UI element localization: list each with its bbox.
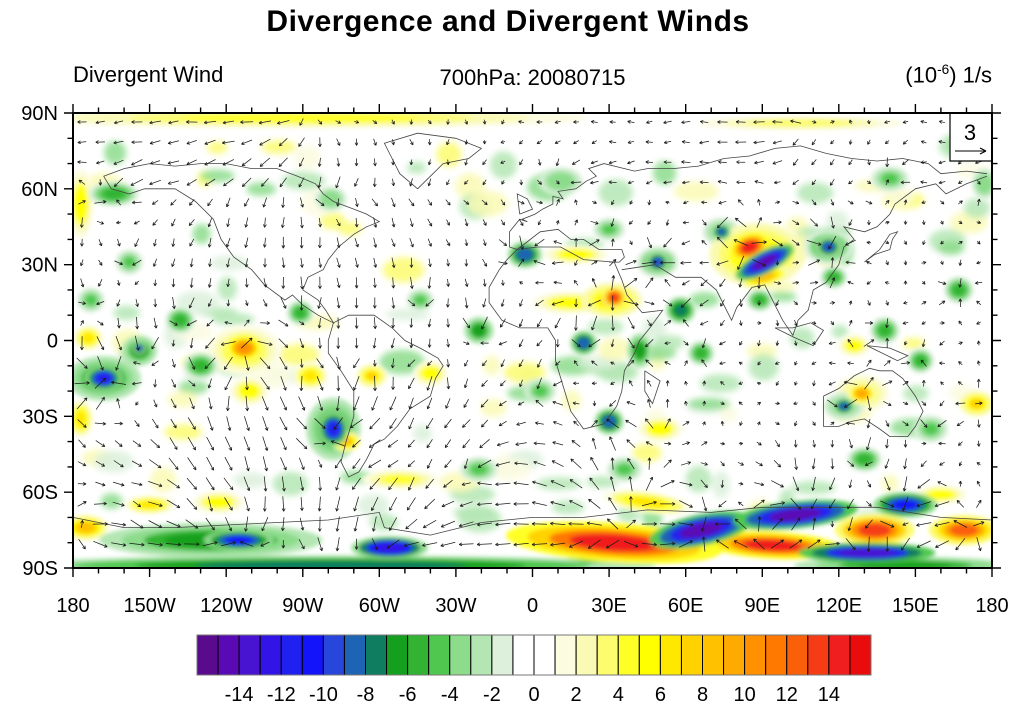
divergence-fill-layer <box>73 113 992 568</box>
colorbar-segment <box>217 634 240 676</box>
colorbar-segment <box>322 634 345 676</box>
x-tick-label: 30E <box>591 595 627 617</box>
colorbar-segment <box>828 634 851 676</box>
colorbar-segment <box>428 634 451 676</box>
colorbar-segment <box>386 634 409 676</box>
subtitle-row: Divergent Wind 700hPa: 20080715 (10-6) 1… <box>0 62 1016 92</box>
y-tick-label: 90N <box>21 103 58 125</box>
colorbar-segment <box>723 634 746 676</box>
colorbar-tick-label: -10 <box>309 684 338 706</box>
colorbar-tick-label: 14 <box>818 684 840 706</box>
y-tick-label: 60S <box>22 482 58 504</box>
y-tick-label: 0 <box>47 331 58 353</box>
x-tick-label: 150W <box>123 595 175 617</box>
colorbar-segment <box>491 634 514 676</box>
units-exponent: -6 <box>937 62 950 77</box>
colorbar-segment <box>301 634 324 676</box>
colorbar-segment <box>554 634 577 676</box>
colorbar-segment <box>617 634 640 676</box>
colorbar-segment <box>680 634 704 676</box>
reference-vector-value: 3 <box>964 120 976 145</box>
y-axis-tick-labels: 90N 60N 30N 0 30S 60S 90S <box>21 103 58 580</box>
colorbar-segment <box>596 634 619 676</box>
colorbar-segment <box>533 634 556 676</box>
colorbar-tick-label: -2 <box>483 684 501 706</box>
field-label: Divergent Wind <box>73 62 224 87</box>
y-tick-label: 60N <box>21 179 58 201</box>
colorbar-segment <box>407 634 430 676</box>
y-tick-label: 90S <box>22 558 58 580</box>
x-tick-label: 150E <box>892 595 939 617</box>
colorbar-tick-label: -8 <box>357 684 375 706</box>
reference-vector-box: 3 <box>949 112 993 162</box>
x-tick-label: 90E <box>745 595 781 617</box>
colorbar-tick-label: 8 <box>697 684 708 706</box>
colorbar-segment <box>196 634 219 676</box>
level-date-label: 700hPa: 20080715 <box>439 65 626 90</box>
colorbar-segment <box>786 634 809 676</box>
units-prefix: (10 <box>905 62 938 88</box>
colorbar-segment <box>343 634 367 676</box>
x-tick-label: 60E <box>668 595 704 617</box>
colorbar-tick-label: 12 <box>776 684 798 706</box>
colorbar-segment <box>280 634 303 676</box>
x-tick-label: 0 <box>527 595 538 617</box>
background-speckle-layer <box>82 132 992 533</box>
units-label: (10-6) 1/s <box>905 62 992 88</box>
colorbar-segment <box>365 634 388 676</box>
colorbar-tick-label: 10 <box>733 684 755 706</box>
colorbar-segment <box>744 634 767 676</box>
colorbar-tick-label: 4 <box>613 684 624 706</box>
y-tick-label: 30S <box>22 406 58 428</box>
colorbar-tick-label: 0 <box>528 684 539 706</box>
x-tick-label: 120E <box>815 595 862 617</box>
colorbar-segment <box>807 634 830 676</box>
x-axis-tick-labels: 180 150W 120W 90W 60W 30W 0 30E 60E 90E 120E 150E 18… <box>56 595 1008 617</box>
colorbar-segment <box>238 634 261 676</box>
wind-vector-layer <box>74 118 985 552</box>
x-tick-label: 180 <box>56 595 89 617</box>
colorbar-segment <box>638 634 661 676</box>
y-tick-label: 30N <box>21 255 58 277</box>
colorbar-segment <box>470 634 493 676</box>
figure-title: Divergence and Divergent Winds <box>266 5 750 38</box>
x-tick-label: 180 <box>975 595 1008 617</box>
colorbar-tick-label: 2 <box>571 684 582 706</box>
colorbar-segment <box>512 634 535 676</box>
colorbar-tick-label: 6 <box>655 684 666 706</box>
reference-arrow-icon <box>955 147 987 155</box>
x-tick-label: 60W <box>359 595 400 617</box>
colorbar-segment <box>702 634 725 676</box>
colorbar-segment <box>449 634 472 676</box>
map-axes <box>64 104 1001 577</box>
colorbar-segment <box>659 634 682 676</box>
x-tick-label: 120W <box>200 595 252 617</box>
colorbar-segment <box>765 634 788 676</box>
x-tick-label: 90W <box>282 595 323 617</box>
x-tick-label: 30W <box>435 595 476 617</box>
colorbar-segment <box>575 634 598 676</box>
colorbar-tick-label: -14 <box>225 684 254 706</box>
colorbar-tick-label: -12 <box>267 684 296 706</box>
colorbar-tick-label: -4 <box>441 684 459 706</box>
colorbar-segment <box>849 634 872 676</box>
colorbar: -14 -12 -10 -8 -6 -4 -2 0 2 4 6 8 10 12 14 <box>196 634 872 706</box>
colorbar-tick-label: -6 <box>399 684 417 706</box>
colorbar-segment <box>259 634 282 676</box>
units-suffix: ) 1/s <box>949 62 992 88</box>
